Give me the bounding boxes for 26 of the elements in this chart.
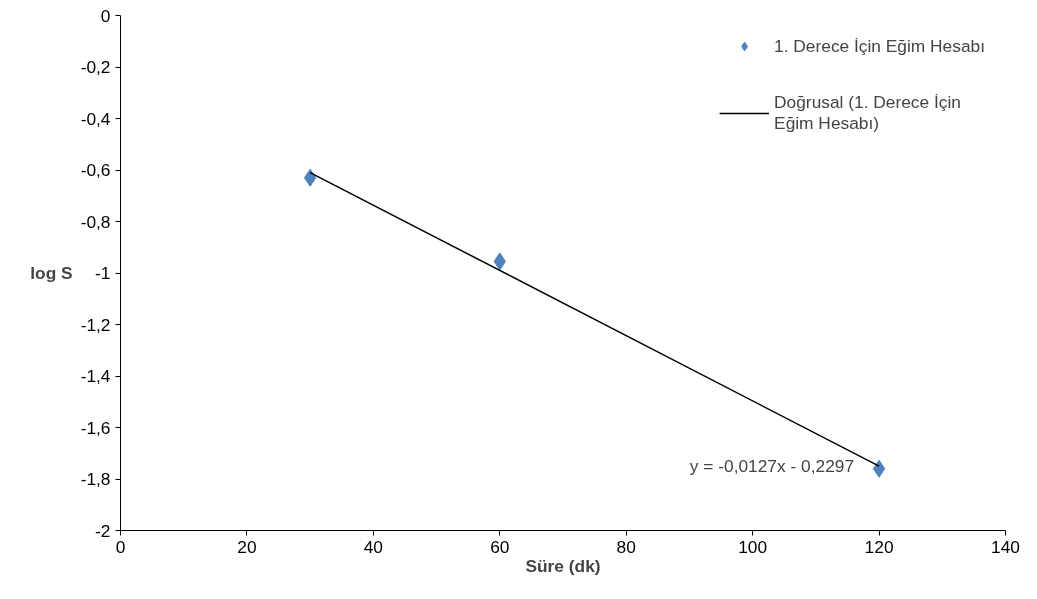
y-tick-label: -1,8 <box>80 469 111 489</box>
x-tick-label: 120 <box>864 536 894 557</box>
x-tick-label: 140 <box>991 536 1020 557</box>
x-tick-label: 60 <box>490 536 510 557</box>
y-tick-label: -0,6 <box>80 160 111 180</box>
y-tick-label: -0,8 <box>80 211 111 232</box>
y-tick-label: -1,6 <box>80 417 111 438</box>
x-tick-label: 80 <box>616 536 636 557</box>
y-tick-label: -0,2 <box>80 57 111 77</box>
y-tick-label: -1,2 <box>80 314 111 335</box>
x-tick-label: 100 <box>738 536 768 557</box>
y-tick-label: -0,4 <box>80 108 111 129</box>
y-tick-label: -2 <box>95 520 111 541</box>
legend-label: 1. Derece İçin Eğim Hesabı <box>774 35 985 57</box>
x-tick-label: 0 <box>115 536 126 557</box>
y-tick-label: 0 <box>100 5 111 26</box>
x-tick-label: 40 <box>363 536 383 557</box>
point <box>872 459 886 478</box>
annotation: y = -0,0127x - 0,2297 <box>689 456 855 477</box>
x-tick-label: 20 <box>237 536 257 557</box>
point <box>303 168 317 187</box>
legend-label: Doğrusal (1. Derece İçin Eğim Hesabı) <box>774 92 961 134</box>
y-tick-label: -1,4 <box>80 366 111 386</box>
y-axis-title: log S <box>30 263 73 283</box>
y-tick-label: -1 <box>95 263 111 283</box>
x-axis-title: Süre (dk) <box>525 555 601 576</box>
